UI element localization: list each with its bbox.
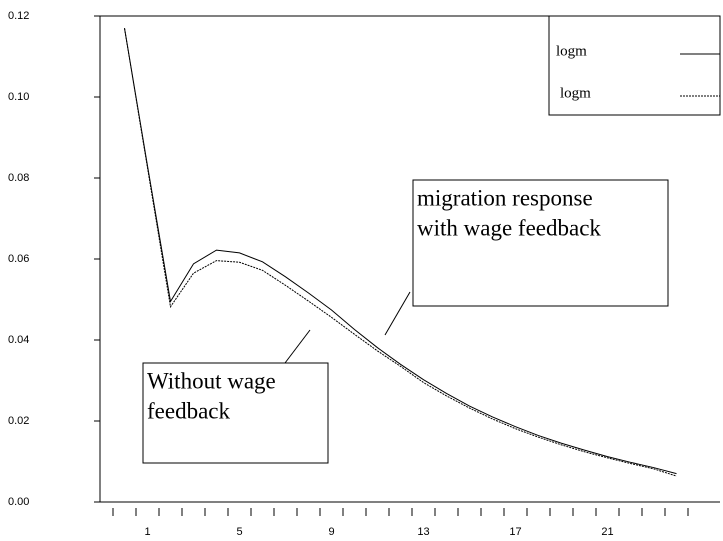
y-tick-label: 0.12 [8, 10, 29, 22]
series-line [124, 28, 677, 477]
annotation-pointer [284, 329, 311, 364]
y-tick-label: 0.06 [8, 253, 29, 265]
y-tick-label: 0.02 [8, 415, 29, 427]
x-tick-label: 9 [328, 526, 334, 538]
legend-label: logm [560, 85, 591, 101]
x-tick-label: 1 [144, 526, 150, 538]
y-tick-label: 0.04 [8, 334, 29, 346]
series-line [124, 28, 677, 475]
legend-box [548, 15, 721, 116]
annotation-text: with wage feedback [417, 215, 601, 240]
x-tick-label: 21 [601, 526, 613, 538]
annotation-box [412, 179, 669, 307]
annotation-pointer [384, 291, 411, 336]
y-tick-label: 0.08 [8, 172, 29, 184]
annotation-box [142, 362, 329, 464]
legend-label: logm [556, 43, 587, 59]
x-tick-label: 13 [417, 526, 429, 538]
annotation-text: Without wage [147, 368, 276, 393]
y-tick-label: 0.10 [8, 91, 29, 103]
annotation-text: feedback [147, 398, 230, 423]
x-tick-label: 5 [236, 526, 242, 538]
annotation-text: migration response [417, 185, 593, 210]
x-tick-label: 17 [509, 526, 521, 538]
y-tick-label: 0.00 [8, 496, 29, 508]
